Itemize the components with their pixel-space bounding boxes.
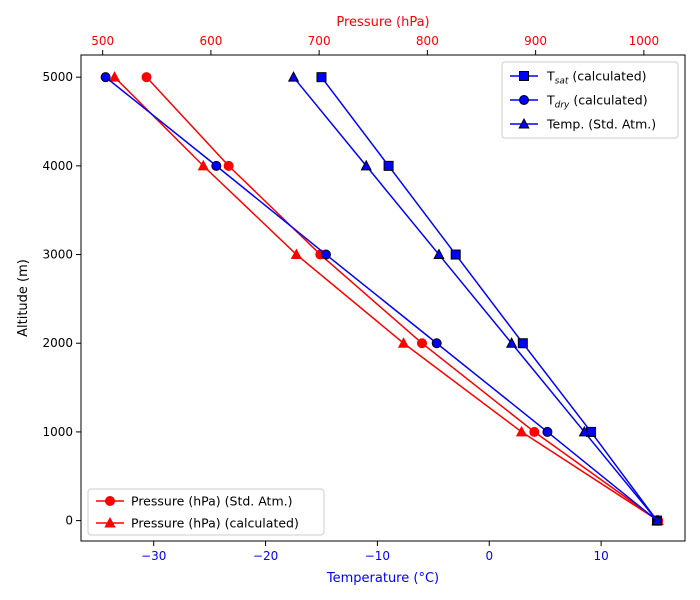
y-tick-label: 2000 [42,336,73,350]
temperature-series-1-point [316,72,327,83]
temperature-legend-label: Tsat (calculated) [546,69,647,87]
temperature-series-3-point [360,159,372,171]
x-top-tick-label: 600 [199,34,222,48]
temperature-series-1-point [450,249,461,260]
x-bottom-tick-label: 0 [485,549,493,563]
pressure-series-2-line [114,76,659,522]
bottom-axis-title: Temperature (°C) [326,571,439,586]
y-tick-label: 0 [65,514,73,528]
pressure-series-2-point [108,71,121,82]
temperature-series-2-point [542,426,553,437]
pressure-series-2-point [397,337,410,348]
temperature-series-2-line [105,76,658,522]
pressure-series-1-point [223,160,234,171]
pressure-legend-marker [104,516,116,528]
pressure-series-2-point [515,425,528,437]
temperature-legend-label: Tdry (calculated) [546,93,648,111]
pressure-series-1-point [529,426,540,437]
temperature-legend-marker [519,95,529,105]
pressure-series-1-line [145,76,659,522]
temperature-series-1-line [320,76,658,522]
y-tick-label: 3000 [42,248,73,262]
temperature-series-3-point [578,425,590,437]
temperature-legend-marker [519,71,529,81]
pressure-series-1-point [141,72,152,83]
y-axis-title: Altitude (m) [16,259,31,337]
pressure-series-2-point [290,248,303,260]
plot-frame [80,54,686,542]
temperature-series-1-point [517,338,528,349]
temperature-series-2-point [431,338,442,349]
temperature-series-3-point [505,337,518,348]
pressure-legend-label: Pressure (hPa) (Std. Atm.) [131,494,293,509]
x-bottom-tick-label: −10 [365,549,390,563]
temperature-series-3-point [287,71,300,82]
x-top-tick-label: 500 [91,34,114,48]
temperature-legend-marker [518,117,530,129]
x-top-tick-label: 700 [308,34,331,48]
pressure-legend-label: Pressure (hPa) (calculated) [131,516,299,531]
x-bottom-tick-label: 10 [593,549,608,563]
pressure-legend-marker [105,496,115,506]
temperature-series-2-point [211,160,222,171]
top-axis-title: Pressure (hPa) [336,15,429,30]
pressure-series-2-point [197,159,209,171]
temperature-series-3-point [433,248,445,260]
x-top-tick-label: 1000 [629,34,660,48]
x-top-tick-label: 900 [524,34,547,48]
temperature-legend-label: Temp. (Std. Atm.) [546,117,656,132]
temperature-series-3-point [651,514,663,526]
x-bottom-tick-label: −20 [253,549,278,563]
pressure-legend [87,488,325,536]
temperature-series-2-point [100,72,111,83]
y-tick-label: 1000 [42,425,73,439]
x-top-tick-label: 800 [416,34,439,48]
temperature-series-3-line [292,76,658,522]
pressure-series-1-point [416,338,427,349]
temperature-legend [501,61,679,139]
y-tick-label: 5000 [42,70,73,84]
x-bottom-tick-label: −30 [141,549,166,563]
temperature-series-2-point [320,249,331,260]
y-tick-label: 4000 [42,159,73,173]
temperature-series-1-point [383,160,394,171]
